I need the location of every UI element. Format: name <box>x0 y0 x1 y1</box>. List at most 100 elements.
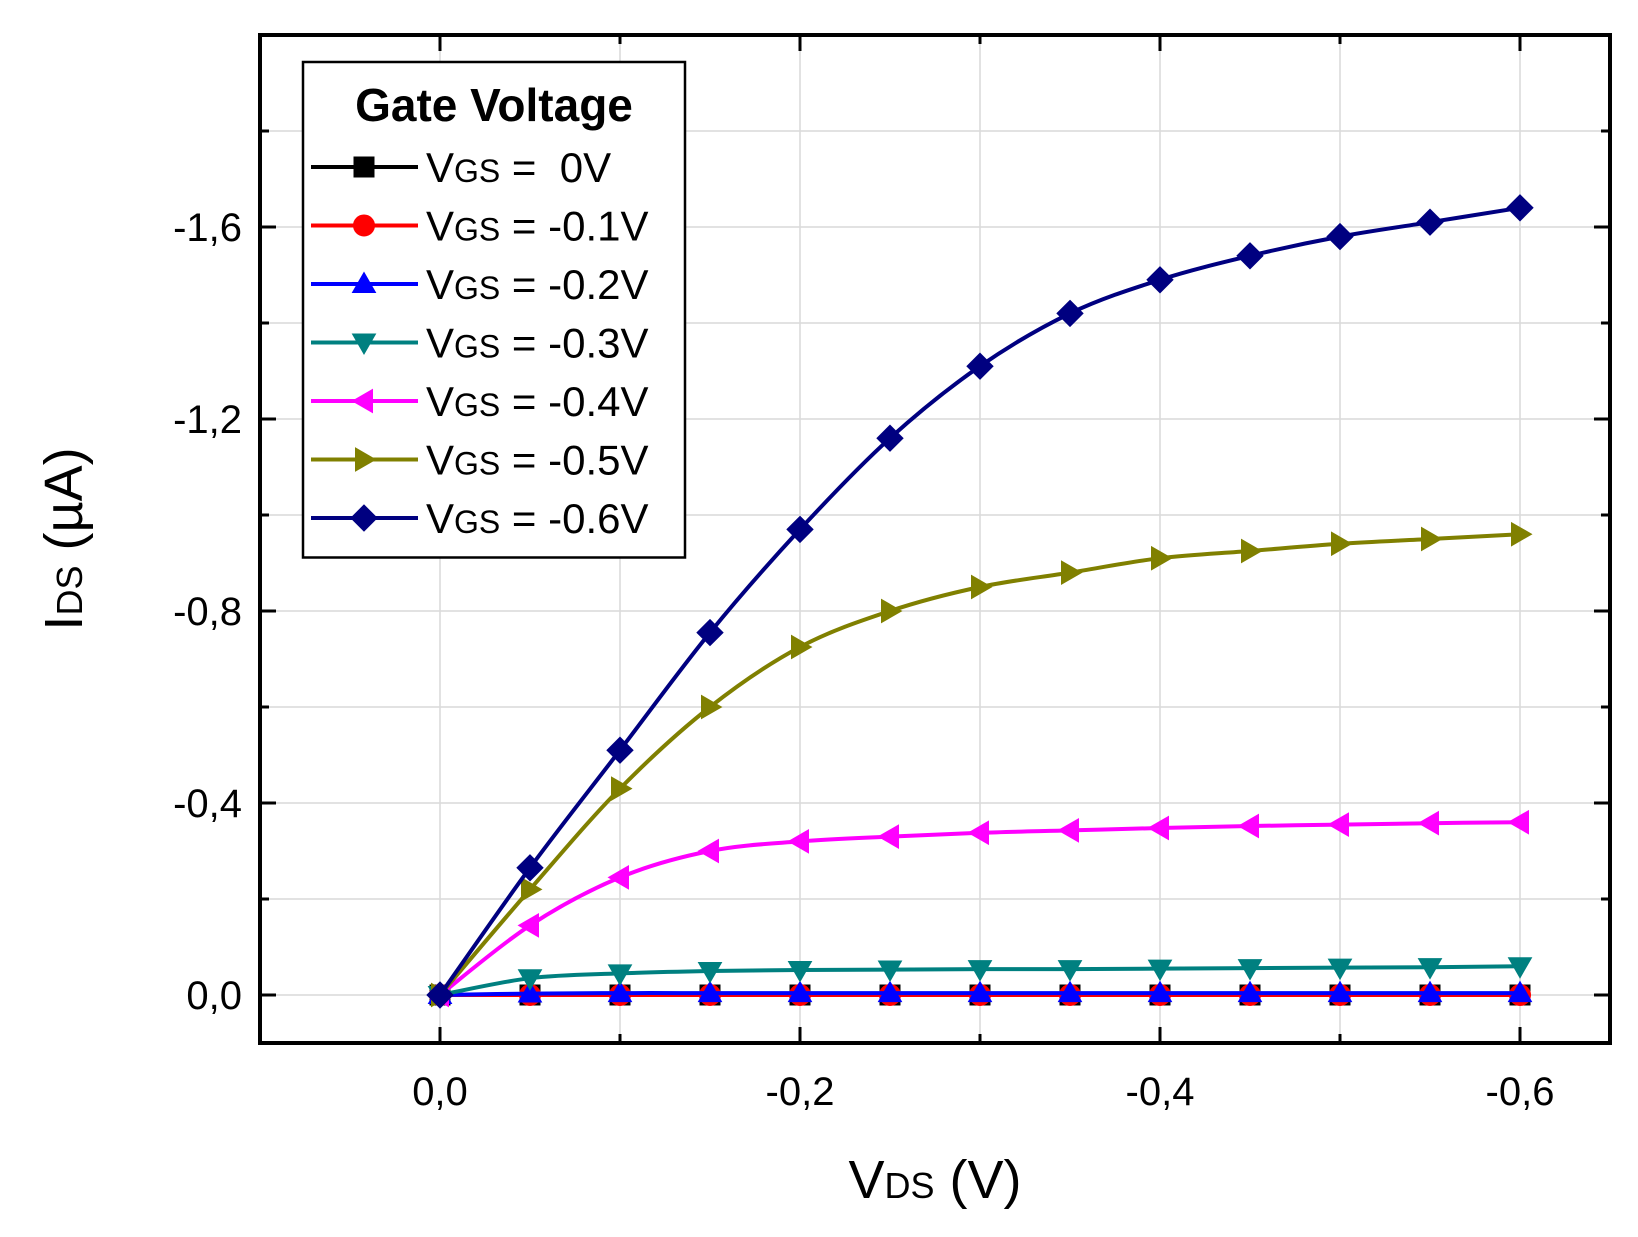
legend-box <box>301 60 687 559</box>
legend-label: VGS = -0.2V <box>426 261 649 308</box>
legend-label-sub: GS <box>454 329 500 365</box>
legend-swatch-marker <box>350 504 378 532</box>
data-point <box>967 820 989 846</box>
data-point <box>1507 957 1533 979</box>
legend-entry: VGS = -0.1V <box>311 203 649 250</box>
legend-label-value: = 0V <box>500 144 611 191</box>
data-point <box>517 913 539 938</box>
data-point <box>787 961 813 983</box>
legend-title: Gate Voltage <box>355 79 633 131</box>
legend-entry: VGS = 0V <box>311 144 611 191</box>
data-point <box>967 960 993 982</box>
data-point <box>607 980 633 1003</box>
x-tick-label: -0,4 <box>1126 1070 1195 1114</box>
legend-label-value: = -0.3V <box>500 320 648 367</box>
data-point <box>1327 980 1353 1003</box>
legend-label-value: = -0.5V <box>500 437 648 484</box>
legend-label-sub: GS <box>454 387 500 423</box>
legend-label-main: V <box>426 320 454 367</box>
legend-swatch-marker <box>351 271 377 293</box>
x-axis-title-unit: (V) <box>935 1150 1022 1210</box>
data-point <box>1237 980 1263 1003</box>
data-point <box>517 969 543 991</box>
legend-swatch-marker <box>351 388 373 414</box>
data-point <box>697 838 719 864</box>
y-tick-label: -1,6 <box>173 206 242 250</box>
legend-label-sub: GS <box>454 270 500 306</box>
data-point <box>611 776 633 801</box>
data-point <box>1417 810 1439 836</box>
data-point <box>877 824 899 849</box>
legend-entry: VGS = -0.6V <box>311 495 649 542</box>
legend-label-main: V <box>426 378 454 425</box>
legend-label-sub: GS <box>454 446 500 482</box>
legend-label: VGS = -0.4V <box>426 378 649 425</box>
data-point <box>1057 960 1083 982</box>
y-axis-title-main: I <box>34 616 94 631</box>
legend-label: VGS = -0.5V <box>426 437 649 484</box>
data-point <box>1061 560 1083 585</box>
y-axis-title-unit: (µA) <box>34 447 94 565</box>
data-point <box>1327 958 1353 981</box>
x-tick-label: 0,0 <box>412 1070 468 1114</box>
legend-label-main: V <box>426 437 454 484</box>
data-point <box>607 865 629 890</box>
legend-entry: VGS = -0.2V <box>311 261 649 308</box>
x-axis-title-sub: DS <box>885 1165 935 1206</box>
data-point <box>1327 812 1349 837</box>
data-point <box>786 515 814 544</box>
legend-label-value: = -0.6V <box>500 495 648 542</box>
legend-swatch-marker <box>353 156 375 178</box>
data-point <box>1331 531 1353 557</box>
data-point <box>606 736 634 764</box>
data-point <box>1506 194 1534 222</box>
data-point <box>696 618 724 647</box>
x-tick-label: -0,2 <box>766 1070 835 1114</box>
legend-swatch-marker <box>351 333 377 356</box>
legend-label: VGS = -0.1V <box>426 203 649 250</box>
data-point <box>1146 266 1174 294</box>
data-point <box>516 854 544 882</box>
series-2 <box>427 980 1533 1004</box>
legend-label-sub: GS <box>454 212 500 248</box>
legend-swatch-marker <box>355 447 377 472</box>
legend-entry: VGS = -0.5V <box>311 437 649 484</box>
data-point <box>1147 959 1173 982</box>
data-point <box>1147 815 1169 841</box>
data-point <box>697 962 723 984</box>
legend-label: VGS = -0.6V <box>426 495 649 542</box>
legend-label-main: V <box>426 144 454 191</box>
legend-label-value: = -0.1V <box>500 203 648 250</box>
ticks: 0,0 -0,2 -0,4 -0,6 0,0 -0,4 -0,8 -1,2 -1,6 <box>173 35 1610 1114</box>
legend-label-main: V <box>426 261 454 308</box>
data-point <box>697 980 723 1003</box>
data-point <box>1237 959 1263 981</box>
data-point <box>1237 813 1259 839</box>
legend-swatch-marker <box>353 214 375 237</box>
data-point <box>1511 521 1533 547</box>
legend-entry: VGS = -0.3V <box>311 320 649 367</box>
series-3 <box>427 957 1533 1008</box>
data-point <box>1236 242 1264 270</box>
legend-entry: VGS = -0.4V <box>311 378 649 425</box>
series-line <box>438 205 1521 997</box>
data-point <box>1417 958 1443 980</box>
data-point <box>876 424 904 452</box>
data-point <box>607 964 633 986</box>
legend-label-main: V <box>426 495 454 542</box>
legend-label-value: = -0.2V <box>500 261 648 308</box>
legend-label: VGS = -0.3V <box>426 320 649 367</box>
series-6 <box>426 194 1534 1009</box>
data-point <box>791 634 813 660</box>
y-tick-label: -0,8 <box>173 590 242 634</box>
y-tick-label: 0,0 <box>186 974 242 1018</box>
data-point <box>966 352 994 380</box>
data-point <box>787 980 813 1003</box>
data-point <box>426 981 454 1009</box>
data-point <box>1147 980 1173 1003</box>
data-point <box>517 981 543 1003</box>
data-point <box>1416 208 1444 236</box>
